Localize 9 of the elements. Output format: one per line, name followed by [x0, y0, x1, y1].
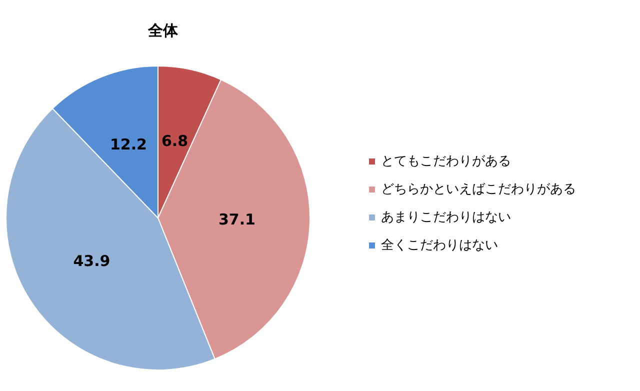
data-label: 43.9 [73, 252, 110, 270]
legend-label: あまりこだわりはない [381, 210, 511, 225]
legend-label: どちらかといえばこだわりがある [381, 182, 576, 197]
data-label: 37.1 [218, 210, 256, 229]
data-label: 12.2 [110, 136, 147, 154]
chart-title: 全体 [147, 22, 179, 40]
legend-label: 全くこだわりはない [381, 238, 498, 253]
data-label: 6.8 [161, 132, 188, 150]
legend-label: とてもこだわりがある [381, 154, 511, 169]
